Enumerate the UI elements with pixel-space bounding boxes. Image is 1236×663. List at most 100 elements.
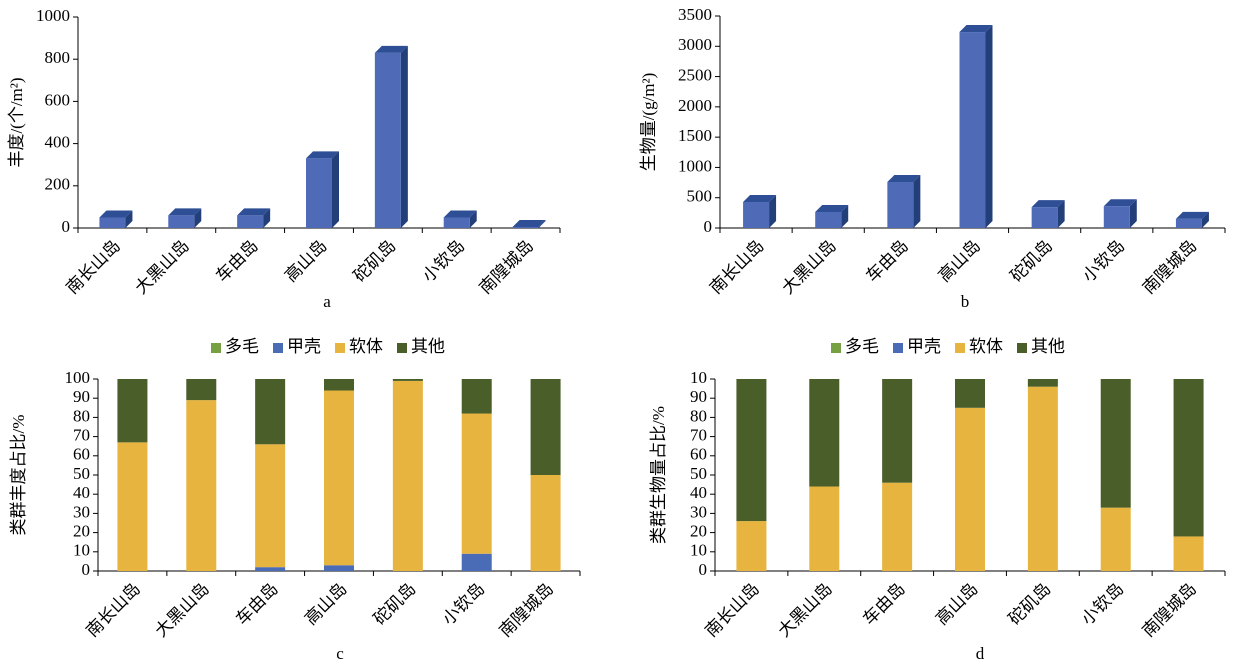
y-axis-label: 类群丰度占比/%: [9, 415, 28, 536]
y-tick-label: 1500: [678, 126, 712, 145]
y-tick-label: 600: [45, 90, 71, 109]
bar-segment: [955, 379, 985, 408]
bar: [887, 181, 914, 228]
x-tick-label: 砣矶岛: [1005, 579, 1054, 628]
bar-top: [959, 25, 993, 33]
bar: [168, 215, 195, 228]
bar: [374, 52, 401, 229]
bar-segment: [1100, 379, 1131, 508]
bar-segment: [186, 400, 217, 571]
x-tick-label: 高山岛: [301, 579, 350, 628]
bar: [237, 215, 264, 228]
bar-segment: [809, 486, 840, 571]
x-tick-label: 小钦岛: [419, 236, 468, 285]
y-tick-label: 30: [73, 502, 90, 521]
y-tick-label: 400: [45, 133, 71, 152]
x-tick-label: 车由岛: [862, 236, 911, 285]
bar-segment: [461, 413, 492, 554]
bar-top: [887, 174, 921, 182]
y-tick-label: 80: [690, 406, 707, 425]
y-tick-label: 0: [699, 560, 708, 579]
bar-side: [263, 208, 271, 228]
bar: [743, 201, 770, 228]
y-tick-label: 20: [690, 522, 707, 541]
legend-label: 多毛: [225, 337, 259, 356]
bar-top: [443, 210, 477, 218]
bar-segment: [461, 553, 492, 571]
y-tick-label: 10: [690, 541, 707, 560]
y-tick-label: 500: [687, 187, 713, 206]
y-tick-label: 40: [73, 483, 90, 502]
bar: [1175, 218, 1202, 228]
y-tick-label: 70: [73, 426, 90, 445]
x-tick-label: 南长山岛: [83, 579, 145, 641]
bar-side: [538, 219, 546, 228]
bar-segment: [882, 379, 913, 483]
bar-side: [1201, 211, 1209, 228]
y-tick-label: 3000: [678, 35, 712, 54]
bar-segment: [882, 482, 913, 571]
y-tick-label: 100: [65, 368, 91, 387]
y-axis-label: 丰度/(个/m²): [7, 77, 26, 167]
legend-swatch: [273, 343, 283, 353]
bar-segment: [324, 565, 354, 571]
bar-side: [332, 151, 339, 228]
x-tick-label: 小钦岛: [439, 579, 488, 628]
y-axis-label: 生物量/(g/m²): [639, 73, 658, 172]
legend-swatch: [955, 343, 965, 353]
x-tick-label: 车由岛: [212, 236, 261, 285]
y-tick-label: 60: [690, 445, 707, 464]
panel-caption: c: [336, 644, 344, 663]
bar-side: [400, 45, 408, 229]
bar-side: [1129, 199, 1137, 228]
bar: [815, 211, 842, 228]
y-tick-label: 30: [690, 502, 707, 521]
bar-top: [1031, 200, 1065, 208]
bar-top: [168, 208, 202, 216]
y-tick-label: 2500: [678, 65, 712, 84]
legend-label: 甲壳: [287, 337, 321, 356]
x-tick-label: 南隍城岛: [476, 236, 538, 298]
bar-side: [769, 194, 777, 228]
y-tick-label: 40: [690, 483, 707, 502]
legend-swatch: [397, 343, 407, 353]
y-tick-label: 90: [690, 387, 707, 406]
y-tick-label: 200: [45, 175, 71, 194]
bar-side: [1057, 200, 1065, 228]
x-tick-label: 南长山岛: [706, 236, 768, 298]
legend-swatch: [831, 343, 841, 353]
bar-segment: [324, 390, 354, 566]
legend-label: 多毛: [845, 337, 879, 356]
bar: [512, 226, 539, 228]
x-tick-label: 大黑山岛: [778, 236, 840, 298]
bar-segment: [255, 379, 286, 445]
x-tick-label: 高山岛: [932, 579, 981, 628]
y-tick-label: 70: [690, 426, 707, 445]
x-tick-label: 南隍城岛: [496, 579, 558, 641]
bar-segment: [530, 379, 561, 475]
bar-segment: [530, 475, 561, 571]
x-tick-label: 车由岛: [859, 579, 908, 628]
x-tick-label: 南隍城岛: [1139, 579, 1201, 641]
bar-top: [743, 194, 777, 202]
bar-segment: [736, 379, 767, 522]
legend-label: 其他: [1031, 337, 1065, 356]
bar-segment: [736, 521, 767, 571]
bar-side: [913, 174, 921, 228]
x-tick-label: 大黑山岛: [774, 579, 836, 641]
bar-side: [985, 25, 993, 229]
x-tick-label: 小钦岛: [1078, 579, 1127, 628]
bar-segment: [324, 379, 354, 391]
bar-segment: [461, 379, 492, 414]
legend-label: 软体: [969, 337, 1003, 356]
bar-top: [374, 45, 408, 53]
bar-top: [1103, 199, 1137, 207]
y-tick-label: 800: [45, 48, 71, 67]
legend-swatch: [1017, 343, 1027, 353]
y-tick-label: 0: [82, 560, 91, 579]
bar-segment: [186, 379, 217, 401]
bar-segment: [255, 567, 286, 571]
bar-top: [237, 208, 271, 216]
x-tick-label: 小钦岛: [1079, 236, 1128, 285]
y-tick-label: 60: [73, 445, 90, 464]
